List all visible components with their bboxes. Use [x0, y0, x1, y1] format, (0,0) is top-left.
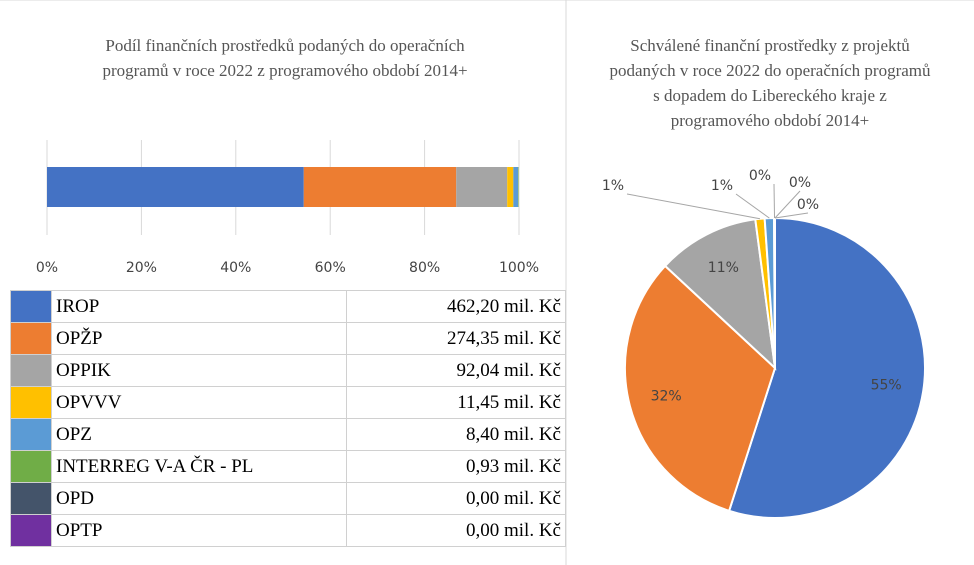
- legend-row: IROP 462,20 mil. Kč: [10, 290, 566, 323]
- data-label: 32%: [651, 388, 682, 404]
- bar-segment: [303, 167, 457, 207]
- legend-row: INTERREG V-A ČR - PL 0,93 mil. Kč: [10, 450, 566, 483]
- leader-line: [626, 193, 761, 220]
- legend-name: OPTP: [51, 514, 347, 547]
- leader-line: [735, 193, 770, 219]
- bar-segment: [513, 167, 519, 207]
- legend-name: OPVVV: [51, 386, 347, 419]
- leader-line: [774, 212, 809, 219]
- pie-slice: [624, 264, 777, 513]
- bar-title: Podíl finančních prostředků podaných do …: [102, 36, 468, 80]
- legend-swatch: [10, 482, 52, 515]
- legend-row: OPTP 0,00 mil. Kč: [10, 514, 566, 547]
- amount: 8,40 mil. Kč: [346, 418, 566, 451]
- pie-slice: [663, 218, 777, 371]
- legend-swatch: [10, 322, 52, 355]
- bar-segment: [456, 167, 508, 207]
- legend-swatch: [10, 418, 52, 451]
- data-label: 0%: [749, 168, 771, 184]
- legend-name: OPD: [51, 482, 347, 515]
- amount: 274,35 mil. Kč: [346, 322, 566, 355]
- amount: 0,00 mil. Kč: [346, 514, 566, 547]
- legend-table: IROP 462,20 mil. Kč OPŽP 274,35 mil. Kč OPPI…: [10, 290, 566, 547]
- leader-line: [773, 183, 776, 219]
- x-tick-label: 60%: [315, 260, 346, 276]
- legend-swatch: [10, 450, 52, 483]
- amount: 0,00 mil. Kč: [346, 482, 566, 515]
- legend-row: OPPIK 92,04 mil. Kč: [10, 354, 566, 387]
- legend-name: INTERREG V-A ČR - PL: [51, 450, 347, 483]
- legend-swatch: [10, 514, 52, 547]
- legend-swatch: [10, 290, 52, 323]
- bar-segment: [47, 167, 304, 207]
- legend-name: OPPIK: [51, 354, 347, 387]
- legend-swatch: [10, 386, 52, 419]
- legend-swatch: [10, 354, 52, 387]
- data-label: 1%: [602, 178, 624, 194]
- x-tick-label: 20%: [126, 260, 157, 276]
- pie-slice: [727, 216, 926, 519]
- x-tick-label: 80%: [409, 260, 440, 276]
- data-label: 0%: [789, 175, 811, 191]
- legend-name: OPZ: [51, 418, 347, 451]
- legend-row: OPŽP 274,35 mil. Kč: [10, 322, 566, 355]
- legend-row: OPVVV 11,45 mil. Kč: [10, 386, 566, 419]
- leader-line: [774, 190, 801, 219]
- amount: 11,45 mil. Kč: [346, 386, 566, 419]
- data-label: 11%: [708, 260, 739, 276]
- amount: 0,93 mil. Kč: [346, 450, 566, 483]
- data-label: 1%: [711, 178, 733, 194]
- x-tick-label: 0%: [36, 260, 58, 276]
- x-tick-label: 40%: [220, 260, 251, 276]
- legend-row: OPZ 8,40 mil. Kč: [10, 418, 566, 451]
- x-tick-label: 100%: [499, 260, 539, 276]
- pie-title: Schválené finanční prostředky z projektů…: [609, 36, 931, 130]
- legend-name: OPŽP: [51, 322, 347, 355]
- amount: 462,20 mil. Kč: [346, 290, 566, 323]
- bar-segment: [507, 167, 514, 207]
- amount: 92,04 mil. Kč: [346, 354, 566, 387]
- legend-name: IROP: [51, 290, 347, 323]
- legend-row: OPD 0,00 mil. Kč: [10, 482, 566, 515]
- data-label: 55%: [871, 377, 902, 393]
- data-label: 0%: [797, 197, 819, 213]
